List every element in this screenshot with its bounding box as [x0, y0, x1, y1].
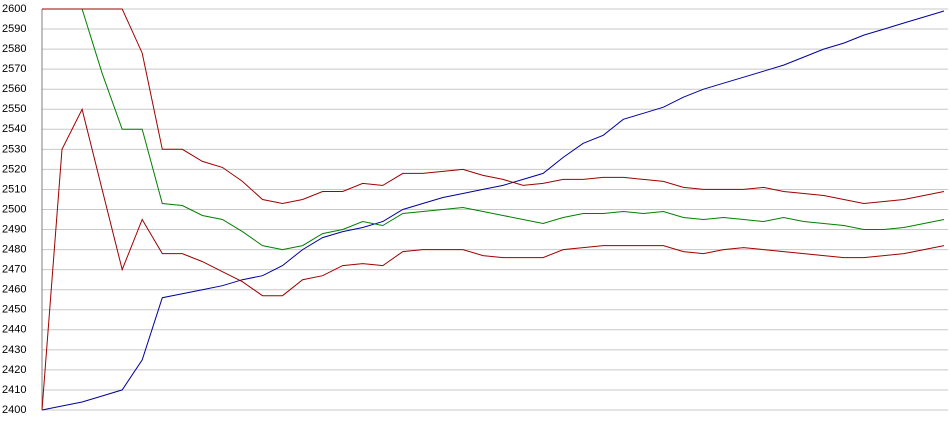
- y-tick-label: 2530: [2, 143, 26, 155]
- y-tick-label: 2470: [2, 264, 26, 276]
- y-tick-label: 2410: [2, 384, 26, 396]
- line-series: [41, 107, 945, 411]
- line-series: [42, 8, 945, 251]
- y-tick-label: 2590: [2, 23, 26, 35]
- y-tick-label: 2560: [2, 83, 26, 95]
- y-tick-label: 2490: [2, 223, 26, 235]
- line-series: [41, 10, 945, 411]
- y-tick-label: 2430: [2, 344, 26, 356]
- y-tick-label: 2580: [2, 43, 26, 55]
- y-tick-label: 2600: [2, 3, 26, 15]
- y-tick-label: 2570: [2, 63, 26, 75]
- line-series: [42, 8, 945, 205]
- y-tick-label: 2450: [2, 304, 26, 316]
- y-tick-label: 2540: [2, 123, 26, 135]
- y-tick-label: 2520: [2, 163, 26, 175]
- y-tick-label: 2460: [2, 284, 26, 296]
- y-tick-label: 2420: [2, 364, 26, 376]
- y-tick-label: 2500: [2, 203, 26, 215]
- y-tick-label: 2480: [2, 244, 26, 256]
- y-tick-label: 2550: [2, 103, 26, 115]
- y-tick-label: 2400: [2, 404, 26, 416]
- y-tick-label: 2510: [2, 183, 26, 195]
- y-tick-label: 2440: [2, 324, 26, 336]
